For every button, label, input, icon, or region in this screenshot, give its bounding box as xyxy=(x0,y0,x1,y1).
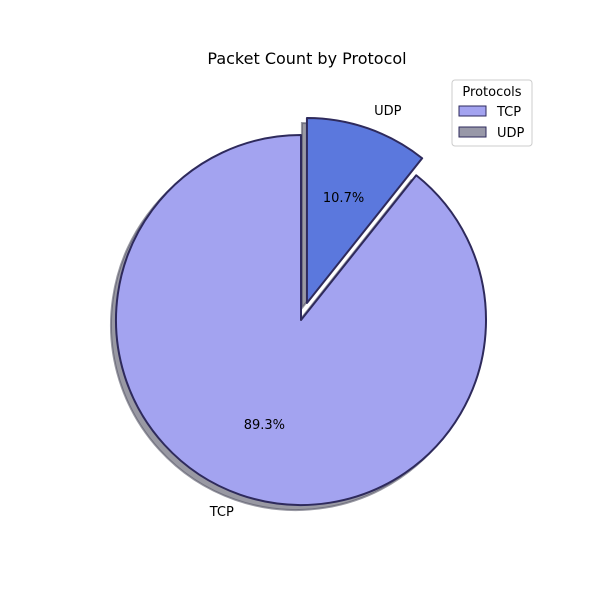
legend-entry-tcp: TCP xyxy=(458,105,521,120)
legend-swatch-udp xyxy=(458,126,487,138)
pie-labels: TCP 89.3% UDP 10.7% xyxy=(209,104,402,520)
pie-slice-udp xyxy=(305,117,424,305)
legend-swatch-tcp xyxy=(458,105,487,117)
slice-label-tcp: TCP xyxy=(209,505,234,520)
pie-slices xyxy=(115,117,487,506)
pie-slice-tcp xyxy=(115,134,487,506)
chart-title: Packet Count by Protocol xyxy=(207,49,406,68)
legend-label-tcp: TCP xyxy=(496,105,521,120)
legend: Protocols TCP UDP xyxy=(451,79,533,147)
legend-label-udp: UDP xyxy=(497,126,525,141)
slice-percent-tcp: 89.3% xyxy=(244,418,285,433)
legend-title: Protocols xyxy=(462,85,521,100)
legend-entry-udp: UDP xyxy=(458,126,525,141)
slice-label-udp: UDP xyxy=(374,104,402,119)
slice-percent-udp: 10.7% xyxy=(323,191,364,206)
